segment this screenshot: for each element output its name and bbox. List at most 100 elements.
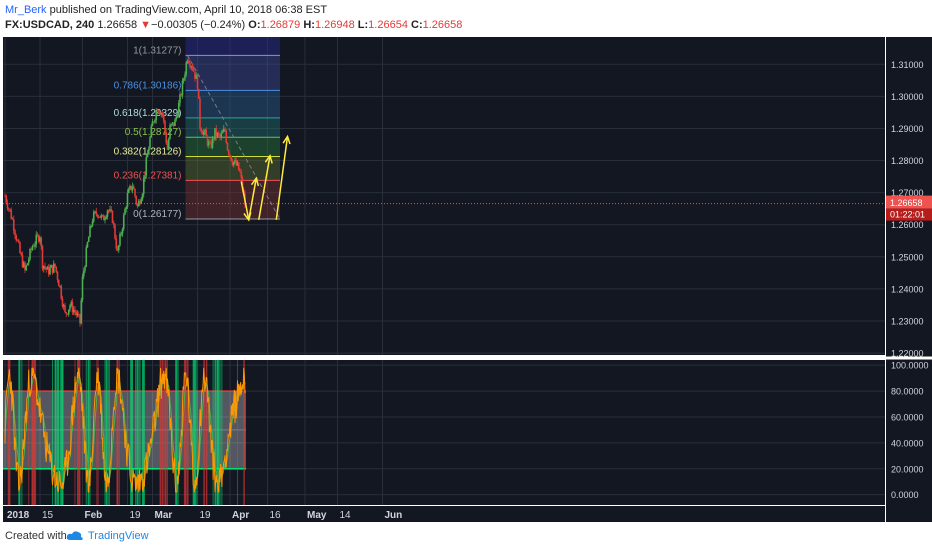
- candle-body: [82, 271, 85, 277]
- candle-body: [102, 215, 105, 221]
- candle-body: [72, 309, 75, 313]
- candle-body: [30, 249, 33, 250]
- candle-body: [124, 209, 126, 215]
- candle-body: [27, 259, 30, 264]
- candle-body: [194, 71, 196, 79]
- fib-zone: [185, 90, 280, 118]
- countdown-tag-label: 01:22:01: [890, 210, 925, 220]
- candle-body: [136, 203, 139, 207]
- x-tick-label: May: [307, 510, 327, 521]
- candle-body: [180, 94, 183, 96]
- tradingview-cloud-icon: [66, 531, 83, 540]
- close-value: 1.26658: [422, 19, 463, 31]
- symbol-label: FX:USDCAD, 240: [5, 19, 95, 31]
- candle-body: [211, 137, 214, 148]
- candle-body: [111, 210, 114, 223]
- candle-body: [6, 202, 9, 209]
- candle-body: [181, 80, 184, 96]
- chart-canvas[interactable]: 2018 15 Feb 19 Mar 19 Apr 16 May 14 Jun 1.31000 1.30…: [0, 35, 932, 522]
- candle-body: [86, 241, 89, 248]
- candle-body: [54, 263, 56, 267]
- candle-body: [207, 141, 210, 146]
- candle-body: [107, 210, 110, 212]
- candle-body: [101, 215, 104, 216]
- candle-body: [32, 246, 35, 247]
- candle-body: [161, 112, 164, 115]
- candle-body: [42, 265, 45, 269]
- candle-body: [125, 207, 128, 210]
- candle-body: [122, 214, 125, 229]
- candle-body: [142, 178, 145, 195]
- candle-body: [70, 301, 73, 306]
- last-price: 1.26658: [97, 19, 138, 31]
- candle-body: [47, 266, 50, 275]
- candle-body: [199, 98, 201, 129]
- candle-body: [166, 143, 169, 150]
- candle-body: [127, 188, 130, 193]
- candle-body: [209, 141, 211, 143]
- candle-body: [69, 305, 71, 310]
- candle-body: [55, 266, 58, 272]
- candle-body: [227, 150, 230, 155]
- candle-body: [189, 63, 191, 67]
- osc-tick-label: 100.0000: [891, 361, 929, 371]
- candle-body: [16, 240, 19, 242]
- candle-body: [12, 219, 15, 231]
- candle-body: [21, 254, 24, 268]
- author-link[interactable]: Mr_Berk: [5, 4, 47, 16]
- candle-body: [145, 157, 148, 176]
- candle-body: [19, 242, 21, 254]
- osc-tick-label: 20.0000: [891, 464, 924, 474]
- candle-body: [64, 305, 66, 313]
- candle-body: [164, 120, 166, 133]
- close-label: C:: [411, 19, 423, 31]
- candle-body: [129, 185, 131, 189]
- candle-body: [197, 88, 200, 99]
- low-label: L:: [357, 19, 369, 31]
- change-arrow: ▼: [140, 19, 152, 31]
- candle-body: [182, 78, 185, 81]
- candle-body: [236, 162, 239, 166]
- candle-body: [114, 224, 116, 239]
- candle-body: [105, 216, 108, 219]
- candle-body: [174, 119, 176, 127]
- fib-zone: [185, 117, 280, 138]
- candle-body: [167, 138, 170, 150]
- candle-body: [90, 225, 93, 227]
- candle-body: [11, 218, 14, 220]
- candle-body: [192, 68, 195, 72]
- candle-body: [26, 263, 29, 266]
- high-value: 1.26948: [314, 19, 355, 31]
- candle-body: [66, 313, 69, 315]
- candle-body: [231, 160, 234, 166]
- price-tick-label: 1.28000: [891, 156, 924, 166]
- candle-body: [106, 210, 109, 217]
- fib-zone: [185, 137, 280, 157]
- candle-body: [160, 112, 163, 115]
- tradingview-brand[interactable]: TradingView: [88, 530, 149, 542]
- candle-body: [57, 279, 60, 287]
- candle-body: [212, 137, 215, 140]
- candle-body: [20, 253, 23, 255]
- candle-body: [162, 114, 165, 121]
- candle-body: [139, 200, 141, 204]
- open-value: 1.26879: [260, 19, 301, 31]
- candle-body: [37, 235, 40, 242]
- fib-zone-top: [185, 37, 280, 56]
- candle-body: [141, 194, 144, 200]
- price-tick-label: 1.23000: [891, 316, 924, 326]
- candle-body: [169, 125, 171, 139]
- fib-level-label: 0.618(1.29329): [114, 108, 182, 119]
- price-tick-label: 1.26000: [891, 220, 924, 230]
- x-tick-label: 19: [200, 510, 212, 521]
- price-tick-label: 1.29000: [891, 124, 924, 134]
- candle-body: [147, 148, 150, 154]
- candle-body: [190, 66, 193, 68]
- candle-body: [22, 262, 25, 268]
- candle-body: [224, 128, 226, 131]
- candle-body: [65, 312, 68, 314]
- candle-body: [34, 244, 36, 247]
- candle-body: [206, 136, 209, 146]
- x-tick-label: 19: [130, 510, 142, 521]
- ohlc-line: FX:USDCAD, 240 1.26658 ▼−0.00305 (−0.24%…: [5, 19, 462, 31]
